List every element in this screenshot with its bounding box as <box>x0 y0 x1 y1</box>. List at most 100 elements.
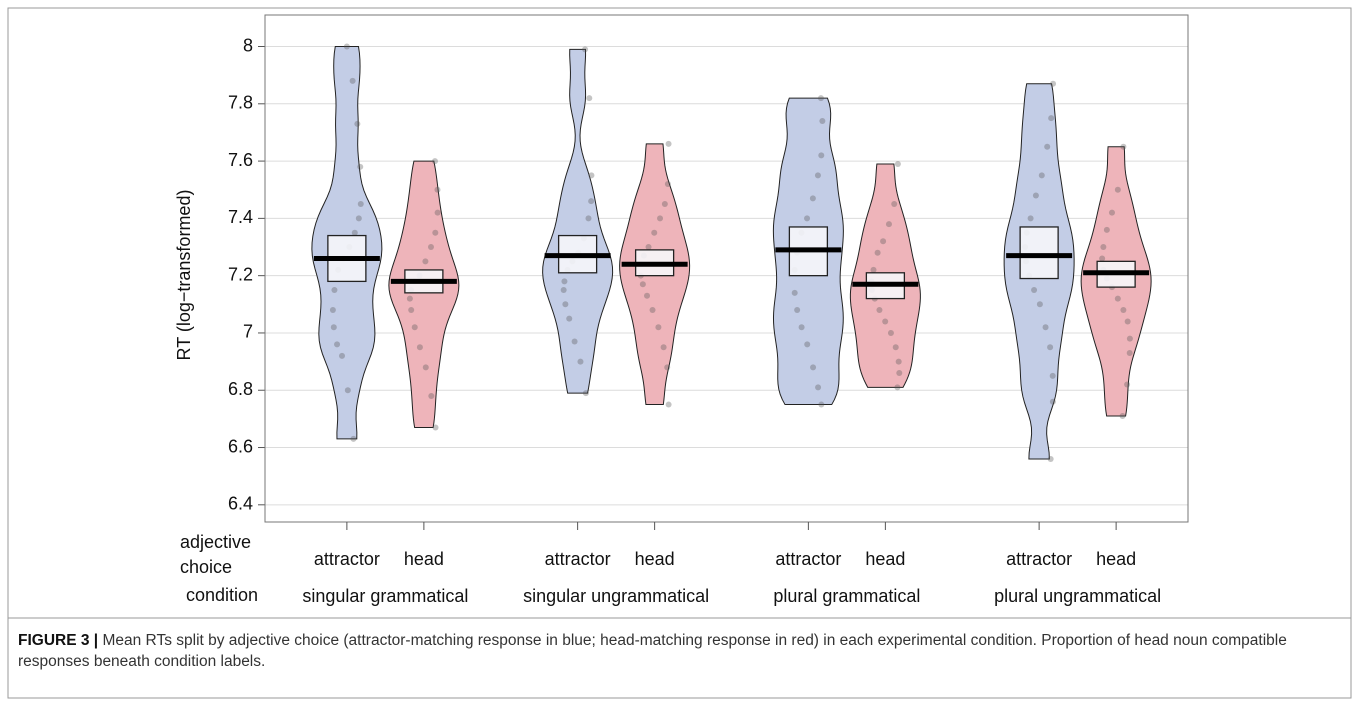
y-tick-label: 8 <box>243 35 253 55</box>
point <box>874 249 881 256</box>
point <box>1126 335 1133 342</box>
point <box>349 77 356 84</box>
point <box>818 152 825 159</box>
point <box>665 401 672 408</box>
series-label: attractor <box>314 549 380 569</box>
point <box>566 315 573 322</box>
point <box>406 295 413 302</box>
plot-frame <box>264 14 1189 523</box>
point <box>1119 413 1126 420</box>
point <box>357 201 364 208</box>
point <box>880 238 887 245</box>
point <box>1044 143 1051 150</box>
point <box>639 281 646 288</box>
point <box>588 172 595 179</box>
point <box>876 307 883 314</box>
series-label: head <box>1096 549 1136 569</box>
point <box>649 307 656 314</box>
y-tick-label: 7.4 <box>228 207 253 227</box>
point <box>334 341 341 348</box>
series-label: head <box>865 549 905 569</box>
point <box>434 186 441 193</box>
point <box>586 95 593 102</box>
point <box>354 120 361 127</box>
point <box>1047 455 1054 462</box>
point <box>814 172 821 179</box>
point <box>892 344 899 351</box>
point <box>665 140 672 147</box>
point <box>882 318 889 325</box>
series-label: attractor <box>775 549 841 569</box>
series-label: attractor <box>1006 549 1072 569</box>
point <box>819 117 826 124</box>
point <box>434 209 441 216</box>
point <box>1108 209 1115 216</box>
category-row-label: condition <box>186 585 259 605</box>
series-label: head <box>635 549 675 569</box>
point <box>561 278 568 285</box>
point <box>885 221 892 228</box>
y-tick-label: 7 <box>243 322 253 342</box>
point <box>562 301 569 308</box>
point <box>344 387 351 394</box>
point <box>664 364 671 371</box>
caption: FIGURE 3 | Mean RTs split by adjective c… <box>18 630 1328 672</box>
series-label: head <box>404 549 444 569</box>
point <box>560 286 567 293</box>
caption-text: Mean RTs split by adjective choice (attr… <box>18 632 1287 670</box>
category-label: singular ungrammatical <box>523 586 709 606</box>
point <box>887 329 894 336</box>
point <box>1036 301 1043 308</box>
point <box>330 324 337 331</box>
point <box>1048 115 1055 122</box>
point <box>804 341 811 348</box>
point <box>1038 172 1045 179</box>
point <box>651 229 658 236</box>
point <box>432 229 439 236</box>
point <box>339 352 346 359</box>
point <box>422 364 429 371</box>
point <box>416 344 423 351</box>
violin <box>388 160 460 428</box>
point <box>815 384 822 391</box>
point <box>1114 295 1121 302</box>
y-tick-label: 7.6 <box>228 150 253 170</box>
y-tick-label: 6.8 <box>228 379 253 399</box>
y-tick-label: 7.8 <box>228 93 253 113</box>
point <box>1120 143 1127 150</box>
point <box>588 198 595 205</box>
point <box>1114 186 1121 193</box>
series-label: attractor <box>545 549 611 569</box>
category-label: plural grammatical <box>773 586 920 606</box>
point <box>355 215 362 222</box>
point <box>582 390 589 397</box>
point <box>661 201 668 208</box>
point <box>411 324 418 331</box>
point <box>810 364 817 371</box>
point <box>895 358 902 365</box>
series-row-label: adjective choice <box>180 532 252 577</box>
category-label: singular grammatical <box>302 586 468 606</box>
point <box>350 435 357 442</box>
caption-label: FIGURE 3 | <box>18 632 99 649</box>
point <box>357 163 364 170</box>
y-tick-label: 7.2 <box>228 264 253 284</box>
point <box>791 289 798 296</box>
point <box>644 292 651 299</box>
point <box>351 229 358 236</box>
violin <box>542 48 614 394</box>
point <box>585 215 592 222</box>
figure-border <box>7 7 1352 699</box>
point <box>657 215 664 222</box>
y-tick-label: 6.4 <box>228 494 253 514</box>
y-axis-label: RT (log−transformed) <box>174 190 194 361</box>
point <box>896 370 903 377</box>
point <box>809 195 816 202</box>
point <box>1049 398 1056 405</box>
point <box>431 158 438 165</box>
point <box>1100 244 1107 251</box>
point <box>664 181 671 187</box>
point <box>1049 372 1056 379</box>
